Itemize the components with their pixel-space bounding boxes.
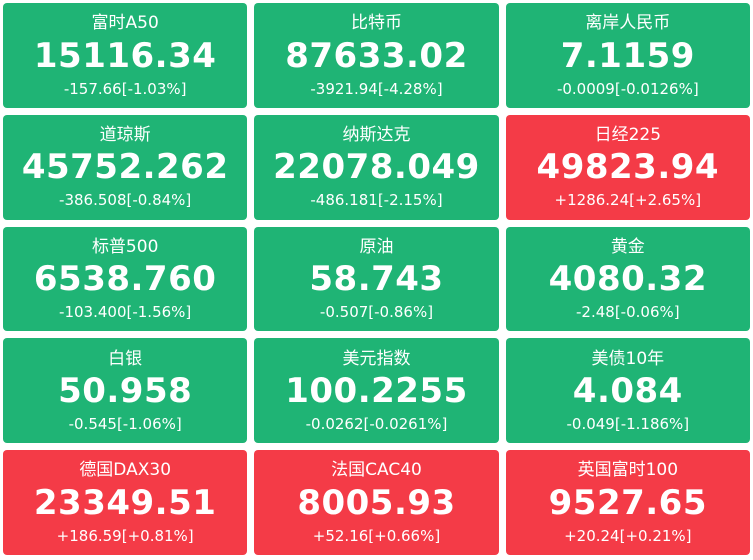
instrument-price: 8005.93 xyxy=(297,482,456,523)
instrument-price: 100.2255 xyxy=(285,370,468,411)
instrument-name: 美债10年 xyxy=(591,348,665,369)
market-tile-dow-jones[interactable]: 道琼斯 45752.262 -386.508[-0.84%] xyxy=(3,114,248,220)
market-tile-dollar-index[interactable]: 美元指数 100.2255 -0.0262[-0.0261%] xyxy=(254,338,499,444)
instrument-name: 比特币 xyxy=(350,13,402,34)
instrument-name: 黄金 xyxy=(610,236,645,257)
instrument-price: 45752.262 xyxy=(21,147,229,188)
instrument-change: -386.508[-0.84%] xyxy=(59,191,192,210)
instrument-change: -3921.94[-4.28%] xyxy=(310,79,443,98)
instrument-change: +20.24[+0.21%] xyxy=(564,526,692,545)
instrument-price: 22078.049 xyxy=(273,147,480,188)
instrument-change: -157.66[-1.03%] xyxy=(63,79,187,98)
instrument-price: 50.958 xyxy=(58,370,193,411)
instrument-price: 7.1159 xyxy=(560,35,695,76)
instrument-change: -2.48[-0.06%] xyxy=(576,303,680,322)
instrument-change: -0.0009[-0.0126%] xyxy=(556,79,699,98)
instrument-name: 日经225 xyxy=(594,124,662,145)
instrument-price: 58.743 xyxy=(309,259,444,300)
instrument-name: 德国DAX30 xyxy=(79,460,172,481)
market-tile-crude-oil[interactable]: 原油 58.743 -0.507[-0.86%] xyxy=(254,226,499,332)
instrument-change: -486.181[-2.15%] xyxy=(310,191,443,210)
instrument-name: 原油 xyxy=(359,236,394,257)
instrument-name: 富时A50 xyxy=(91,13,159,34)
instrument-price: 15116.34 xyxy=(33,35,217,76)
instrument-change: +1286.24[+2.65%] xyxy=(554,191,702,210)
instrument-price: 87633.02 xyxy=(285,35,468,76)
instrument-change: -0.545[-1.06%] xyxy=(68,415,182,434)
market-tile-dax30[interactable]: 德国DAX30 23349.51 +186.59[+0.81%] xyxy=(3,450,248,555)
instrument-change: -103.400[-1.56%] xyxy=(59,303,192,322)
instrument-name: 纳斯达克 xyxy=(342,124,411,145)
market-tile-ftse100[interactable]: 英国富时100 9527.65 +20.24[+0.21%] xyxy=(505,450,750,555)
market-tile-cac40[interactable]: 法国CAC40 8005.93 +52.16[+0.66%] xyxy=(254,450,499,555)
market-tile-nasdaq[interactable]: 纳斯达克 22078.049 -486.181[-2.15%] xyxy=(254,114,499,220)
market-tile-nikkei-225[interactable]: 日经225 49823.94 +1286.24[+2.65%] xyxy=(505,114,750,220)
instrument-change: -0.507[-0.86%] xyxy=(319,303,434,322)
instrument-change: -0.0262[-0.0261%] xyxy=(305,415,448,434)
instrument-name: 白银 xyxy=(108,348,143,369)
market-tile-us-10y-treasury[interactable]: 美债10年 4.084 -0.049[-1.186%] xyxy=(505,338,750,444)
instrument-change: -0.049[-1.186%] xyxy=(566,415,690,434)
instrument-price: 9527.65 xyxy=(548,482,707,523)
instrument-price: 23349.51 xyxy=(33,482,217,523)
market-tile-sp500[interactable]: 标普500 6538.760 -103.400[-1.56%] xyxy=(3,226,248,332)
instrument-name: 美元指数 xyxy=(342,348,411,369)
instrument-price: 6538.760 xyxy=(33,259,217,300)
market-tile-ftse-a50[interactable]: 富时A50 15116.34 -157.66[-1.03%] xyxy=(3,3,248,108)
market-tile-bitcoin[interactable]: 比特币 87633.02 -3921.94[-4.28%] xyxy=(254,3,499,108)
instrument-change: +52.16[+0.66%] xyxy=(312,526,441,545)
instrument-name: 离岸人民币 xyxy=(585,13,671,34)
market-tile-silver[interactable]: 白银 50.958 -0.545[-1.06%] xyxy=(3,338,248,444)
instrument-price: 4.084 xyxy=(572,370,683,411)
instrument-name: 英国富时100 xyxy=(577,460,679,481)
instrument-price: 4080.32 xyxy=(548,259,707,300)
market-tile-gold[interactable]: 黄金 4080.32 -2.48[-0.06%] xyxy=(505,226,750,332)
instrument-name: 道琼斯 xyxy=(99,124,151,145)
instrument-name: 标普500 xyxy=(91,236,159,257)
market-tile-offshore-rmb[interactable]: 离岸人民币 7.1159 -0.0009[-0.0126%] xyxy=(505,3,750,108)
instrument-price: 49823.94 xyxy=(536,147,720,188)
instrument-name: 法国CAC40 xyxy=(331,460,422,481)
instrument-change: +186.59[+0.81%] xyxy=(56,526,194,545)
